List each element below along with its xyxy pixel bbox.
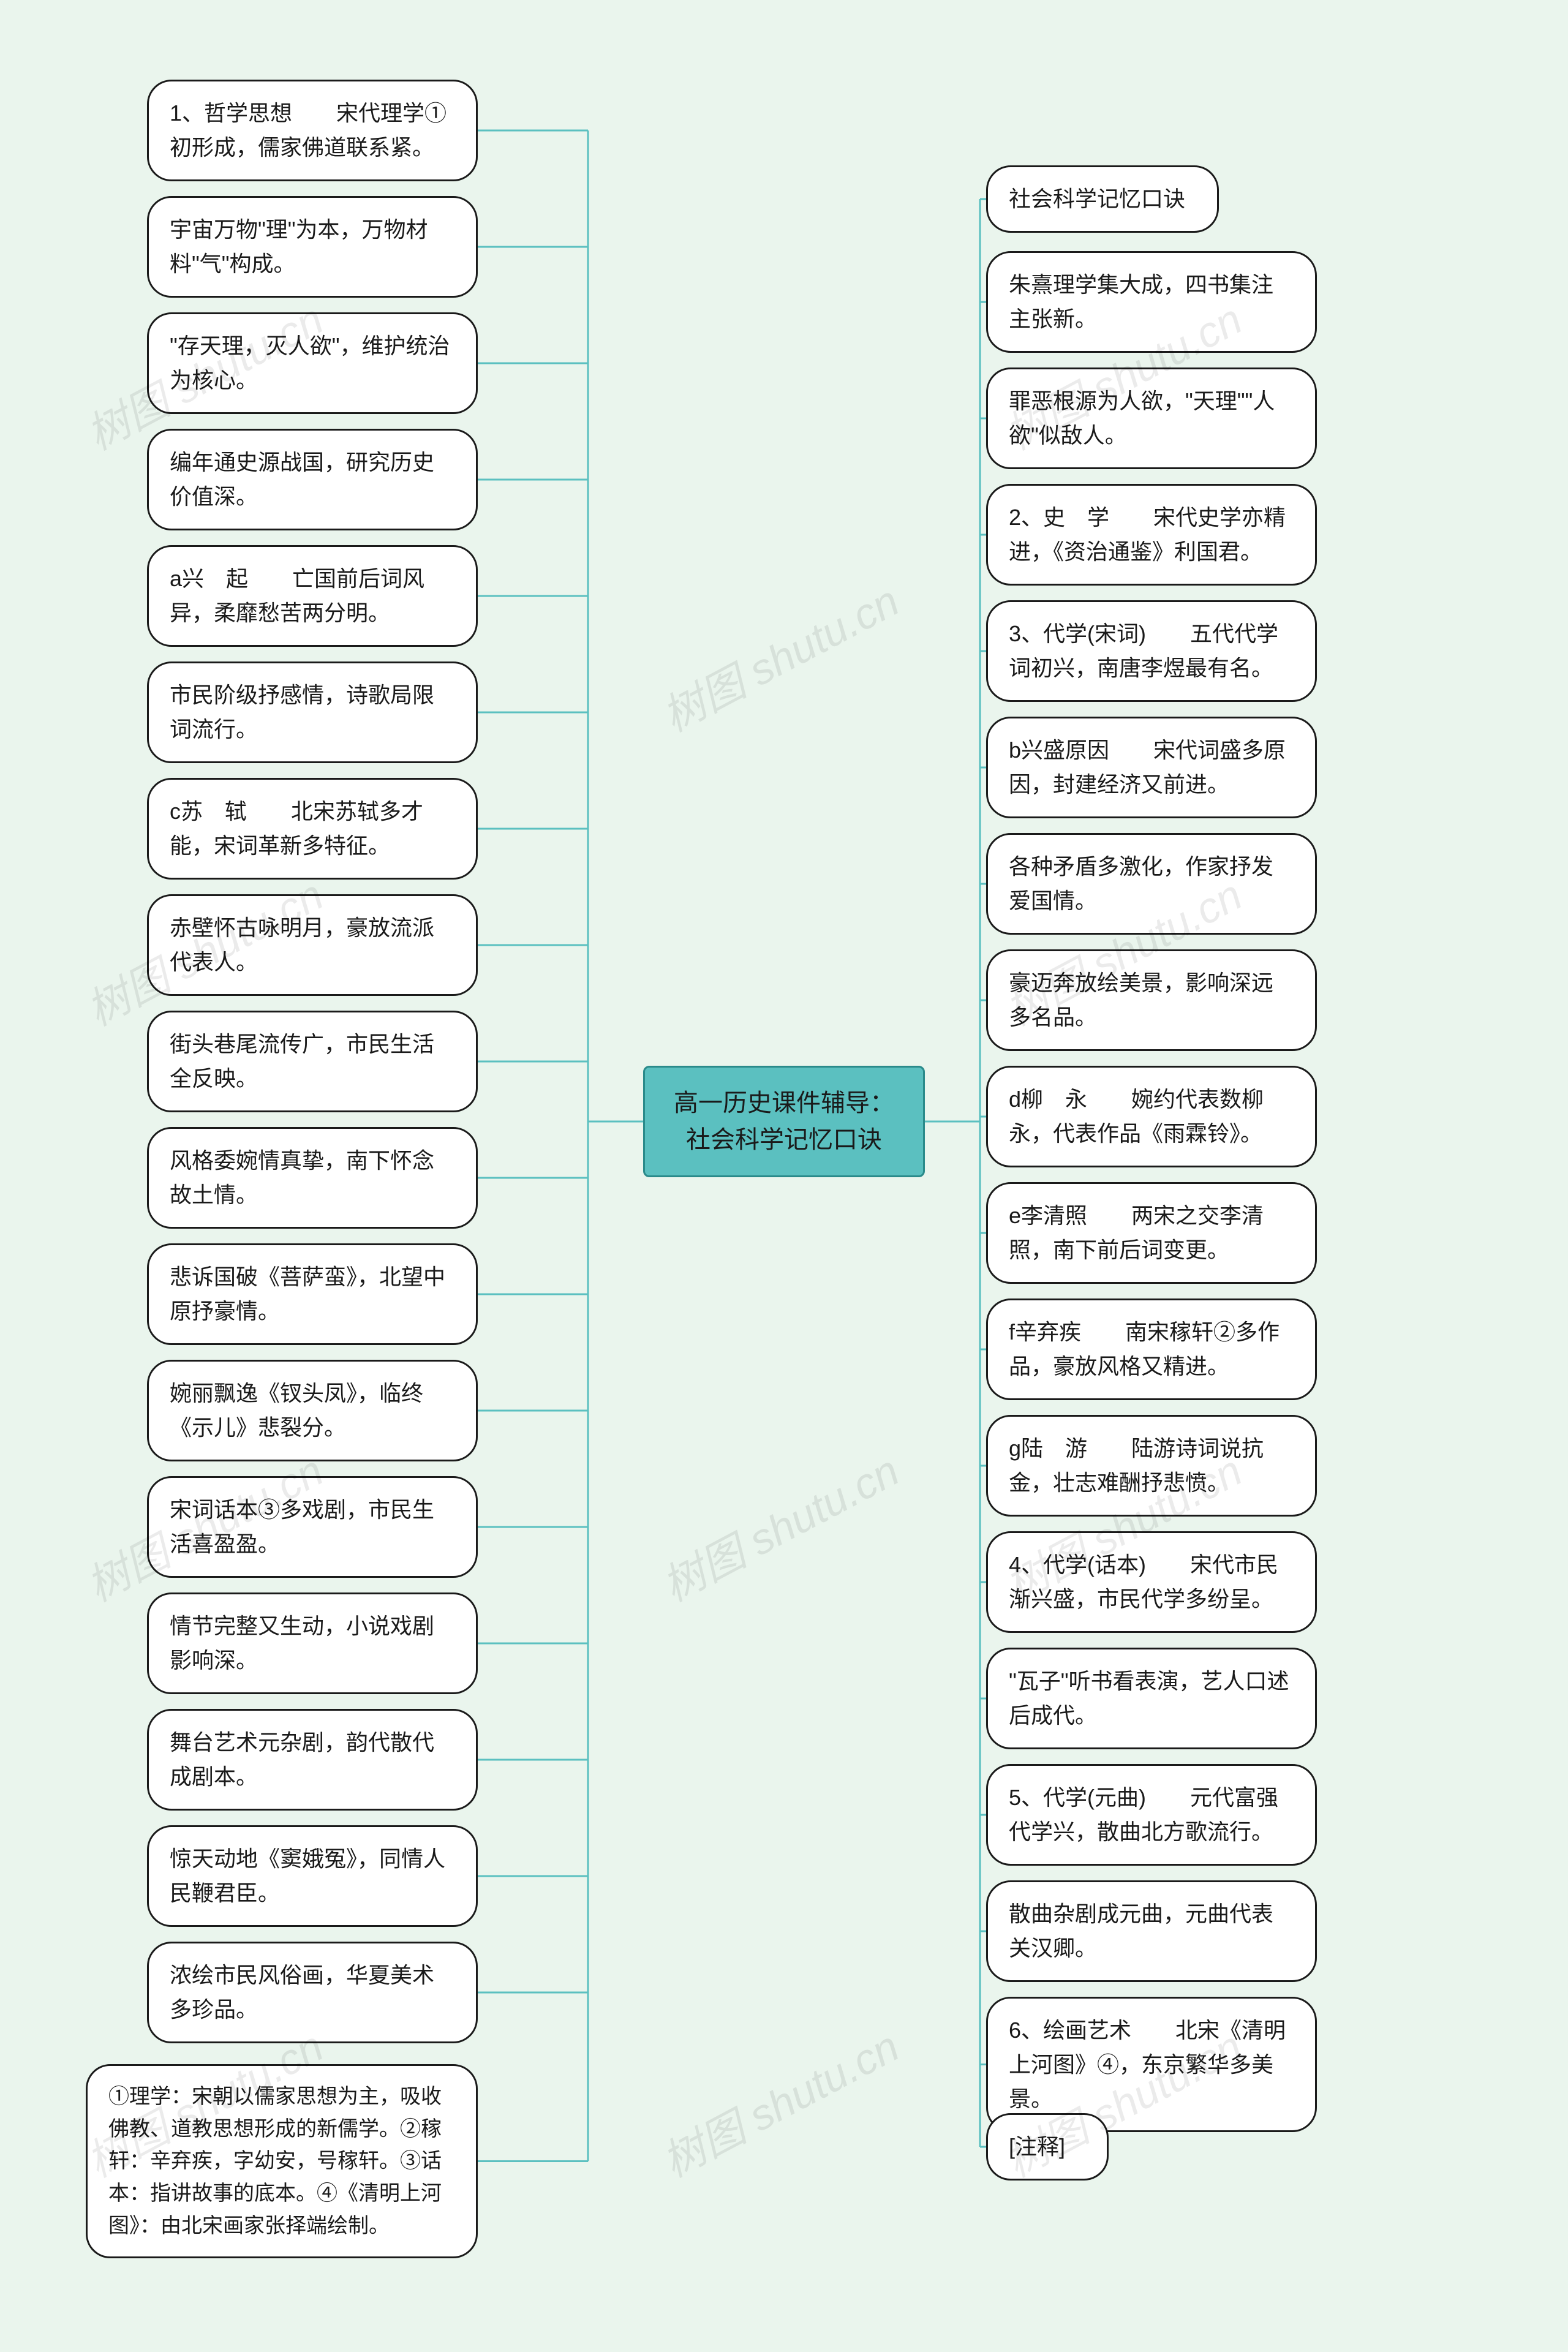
right-node-15: 散曲杂剧成元曲，元曲代表关汉卿。 — [986, 1880, 1317, 1982]
left-node-11: 婉丽飘逸《钗头凤》，临终《示儿》悲裂分。 — [147, 1360, 478, 1461]
left-node-16: 浓绘市民风俗画，华夏美术多珍品。 — [147, 1942, 478, 2043]
right-node-16: 6、绘画艺术 北宋《清明上河图》④，东京繁华多美景。 — [986, 1997, 1317, 2132]
watermark-6: 树图 shutu.cn — [650, 2013, 908, 2189]
left-node-14: 舞台艺术元杂剧，韵代散代成剧本。 — [147, 1709, 478, 1811]
right-node-5: b兴盛原因 宋代词盛多原因，封建经济又前进。 — [986, 717, 1317, 818]
right-node-10: f辛弃疾 南宋稼轩②多作品，豪放风格又精进。 — [986, 1298, 1317, 1400]
left-node-15: 惊天动地《窦娥冤》，同情人民鞭君臣。 — [147, 1825, 478, 1927]
left-node-12: 宋词话本③多戏剧，市民生活喜盈盈。 — [147, 1476, 478, 1578]
right-node-13: "瓦子"听书看表演，艺人口述后成代。 — [986, 1648, 1317, 1749]
left-node-10: 悲诉国破《菩萨蛮》，北望中原抒豪情。 — [147, 1243, 478, 1345]
left-node-0: 1、哲学思想 宋代理学①初形成，儒家佛道联系紧。 — [147, 80, 478, 181]
right-node-9: e李清照 两宋之交李清照，南下前后词变更。 — [986, 1182, 1317, 1284]
right-node-6: 各种矛盾多激化，作家抒发爱国情。 — [986, 833, 1317, 935]
left-node-1: 宇宙万物"理"为本，万物材料"气"构成。 — [147, 196, 478, 298]
left-node-9: 风格委婉情真挚，南下怀念故土情。 — [147, 1127, 478, 1229]
right-node-11: g陆 游 陆游诗词说抗金，壮志难酬抒悲愤。 — [986, 1415, 1317, 1517]
right-node-0: 社会科学记忆口诀 — [986, 165, 1219, 233]
right-node-7: 豪迈奔放绘美景，影响深远多名品。 — [986, 949, 1317, 1051]
left-node-7: 赤壁怀古咏明月，豪放流派代表人。 — [147, 894, 478, 996]
watermark-4: 树图 shutu.cn — [650, 567, 908, 744]
left-node-6: c苏 轼 北宋苏轼多才能，宋词革新多特征。 — [147, 778, 478, 880]
right-node-14: 5、代学(元曲) 元代富强代学兴，散曲北方歌流行。 — [986, 1764, 1317, 1866]
right-node-3: 2、史 学 宋代史学亦精进，《资治通鉴》利国君。 — [986, 484, 1317, 586]
right-node-12: 4、代学(话本) 宋代市民渐兴盛，市民代学多纷呈。 — [986, 1531, 1317, 1633]
left-node-17: ①理学：宋朝以儒家思想为主，吸收佛教、道教思想形成的新儒学。②稼轩：辛弃疾，字幼… — [86, 2064, 478, 2258]
left-node-5: 市民阶级抒感情，诗歌局限词流行。 — [147, 662, 478, 763]
right-node-1: 朱熹理学集大成，四书集注主张新。 — [986, 251, 1317, 353]
right-node-4: 3、代学(宋词) 五代代学词初兴，南唐李煜最有名。 — [986, 600, 1317, 702]
left-node-2: "存天理，灭人欲"，维护统治为核心。 — [147, 312, 478, 414]
watermark-5: 树图 shutu.cn — [650, 1437, 908, 1613]
right-node-17: [注释] — [986, 2113, 1109, 2180]
right-node-8: d柳 永 婉约代表数柳永，代表作品《雨霖铃》。 — [986, 1066, 1317, 1167]
mindmap-canvas: 高一历史课件辅导：社会科学记忆口诀 1、哲学思想 宋代理学①初形成，儒家佛道联系… — [0, 0, 1568, 2352]
left-node-4: a兴 起 亡国前后词风异，柔靡愁苦两分明。 — [147, 545, 478, 647]
left-node-3: 编年通史源战国，研究历史价值深。 — [147, 429, 478, 530]
left-node-13: 情节完整又生动，小说戏剧影响深。 — [147, 1593, 478, 1694]
center-node: 高一历史课件辅导：社会科学记忆口诀 — [643, 1066, 925, 1177]
left-node-8: 街头巷尾流传广，市民生活全反映。 — [147, 1011, 478, 1112]
right-node-2: 罪恶根源为人欲，"天理""人欲"似敌人。 — [986, 368, 1317, 469]
